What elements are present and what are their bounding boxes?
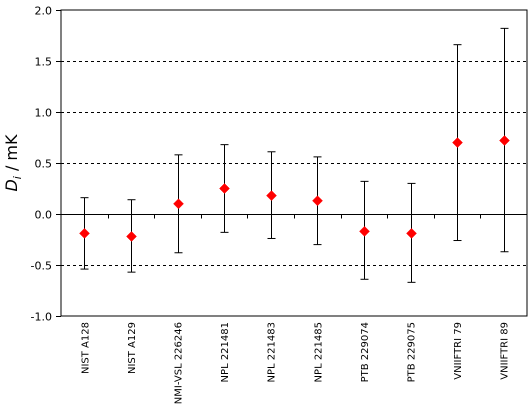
category-label: PTB 229075 (407, 322, 418, 382)
y-tick-label: -1.0 (31, 311, 52, 324)
category-label: NIST A128 (80, 322, 91, 374)
category-label: NIST A129 (127, 322, 138, 374)
y-tick-label: -0.5 (31, 260, 52, 273)
y-axis-label-subscript: i (11, 176, 24, 179)
axis-layer: -1.0 -0.5 0.0 0.5 1.0 1.5 2.0 NIST A128 NIST A12… (31, 5, 511, 405)
plot-area (60, 9, 528, 317)
category-label: PTB 229074 (360, 322, 371, 382)
category-label: NMI-VSL 226246 (174, 322, 185, 404)
category-label: NPL 221485 (313, 322, 324, 382)
data-point (266, 190, 277, 201)
data-point (359, 225, 370, 237)
y-tick-label: 2.0 (35, 5, 53, 18)
y-tick-label: 1.5 (35, 56, 53, 69)
y-tick-label: 0.0 (35, 209, 53, 222)
data-point (79, 228, 90, 239)
data-point (406, 228, 417, 239)
data-point (219, 183, 230, 194)
data-point (126, 231, 137, 242)
y-tick-label: 1.0 (35, 107, 53, 120)
category-label: VNIIFTRI 89 (500, 322, 511, 380)
y-axis-label-symbol: D (2, 179, 21, 191)
data-point (499, 135, 510, 146)
category-label: NPL 221481 (220, 322, 231, 382)
category-label: VNIIFTRI 79 (453, 322, 464, 380)
y-tick-label: 0.5 (35, 158, 53, 171)
data-layer (79, 27, 510, 283)
data-point (452, 137, 463, 148)
y-axis-label-unit: / mK (2, 134, 21, 176)
y-axis-label: Di / mK (2, 134, 24, 192)
data-point (312, 195, 323, 207)
category-label: NPL 221483 (267, 322, 278, 382)
data-point (173, 198, 184, 210)
